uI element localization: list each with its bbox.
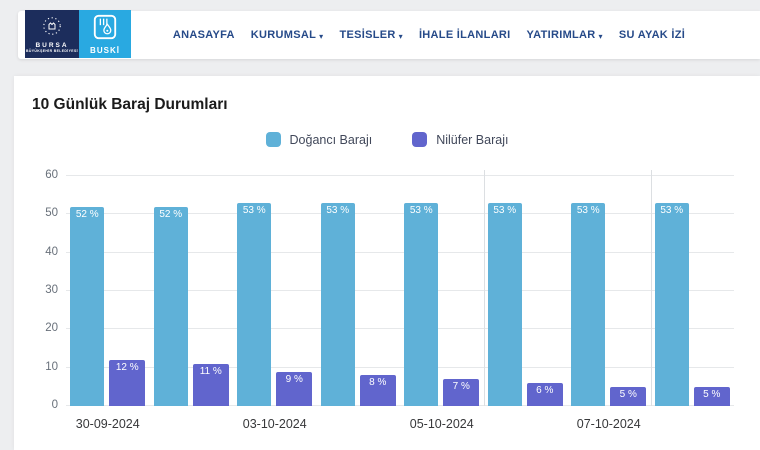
y-tick-label: 60 (45, 169, 58, 181)
nav-item-1[interactable]: KURUMSAL ▾ (251, 29, 324, 41)
buski-logo-text: BUSKİ (90, 45, 120, 55)
page-title: 10 Günlük Baraj Durumları (32, 96, 228, 113)
y-axis-labels: 0 10 20 30 40 50 60 (14, 169, 60, 411)
chevron-down-icon: ▾ (398, 31, 403, 41)
bar-value-label: 53 % (326, 204, 350, 216)
y-tick-label: 10 (45, 360, 58, 373)
legend-label: Doğancı Barajı (289, 132, 373, 147)
nilufer-bar-1[interactable]: 11 % (192, 363, 229, 406)
nav-item-label: YATIRIMLAR (526, 29, 596, 41)
bar-value-label: 12 % (115, 362, 139, 373)
bar-value-label: 52 % (159, 208, 183, 220)
chevron-down-icon: ▾ (319, 31, 324, 41)
x-tick-label: 07-10-2024 (576, 417, 641, 431)
bar-group-3: 53 % 8 % (317, 176, 401, 406)
bar-value-label: 6 % (536, 385, 554, 396)
bar-group-1: 52 % 11 % (150, 176, 234, 406)
header-logos: BURSA BÜYÜKŞEHİR BELEDİYESİ BUSKİ (25, 10, 131, 58)
y-tick-label: 40 (45, 245, 58, 258)
dogancı-bar-4[interactable]: 53 % (404, 202, 439, 406)
buski-water-drop-icon (92, 14, 118, 45)
nilufer-bar-0[interactable]: 12 % (109, 360, 146, 406)
nilufer-bar-5[interactable]: 6 % (526, 383, 563, 406)
y-tick-label: 0 (51, 399, 58, 411)
x-tick-label: 03-10-2024 (242, 417, 307, 431)
nilufer-bar-4[interactable]: 7 % (443, 379, 480, 406)
bar-value-label: 5 % (703, 388, 721, 400)
bar-value-label: 7 % (452, 381, 470, 393)
bar-group-4: 53 % 7 % (400, 176, 484, 406)
nav-item-4[interactable]: YATIRIMLAR ▾ (527, 29, 603, 41)
nav-item-label: İHALE İLANLARI (418, 29, 511, 41)
y-tick-label: 30 (45, 284, 58, 296)
buski-logo[interactable]: BUSKİ (79, 10, 131, 58)
x-tick-label: 05-10-2024 (409, 417, 474, 431)
dogancı-bar-3[interactable]: 53 % (320, 202, 355, 406)
h-gridline (66, 213, 734, 215)
content-card: 10 Günlük Baraj Durumları Doğancı Barajı… (14, 76, 760, 450)
nilufer-bar-6[interactable]: 5 % (610, 386, 647, 406)
bar-value-label: 11 % (199, 365, 222, 377)
nav-item-0[interactable]: ANASAYFA (173, 29, 235, 41)
bar-group-2: 53 % 9 % (233, 176, 317, 406)
h-gridline (66, 405, 734, 406)
x-tick-label: 30-09-2024 (75, 417, 140, 431)
y-tick-label: 20 (45, 322, 58, 335)
nav-item-label: ANASAYFA (172, 29, 235, 41)
chevron-down-icon: ▾ (598, 31, 603, 41)
dogancı-bar-1[interactable]: 52 % (153, 206, 188, 406)
bar-value-label: 53 % (409, 204, 433, 216)
h-gridline (66, 251, 734, 253)
nav-item-label: TESİSLER (339, 29, 396, 41)
nav-item-label: SU AYAK İZİ (618, 29, 686, 41)
nav-item-5[interactable]: SU AYAK İZİ (619, 29, 685, 41)
bar-value-label: 53 % (493, 204, 517, 216)
bar-group-7: 53 % 5 % (651, 176, 735, 406)
dogancı-bar-5[interactable]: 53 % (487, 202, 522, 406)
bar-group-6: 53 % 5 % (567, 176, 651, 406)
h-gridline (66, 366, 734, 368)
dogancı-bar-7[interactable]: 53 % (654, 202, 689, 406)
y-tick-label: 50 (45, 207, 58, 220)
bursa-logo-subtext: BÜYÜKŞEHİR BELEDİYESİ (26, 48, 78, 53)
dogancı-bar-0[interactable]: 52 % (70, 206, 105, 406)
dogancı-bar-2[interactable]: 53 % (237, 202, 272, 406)
legend-swatch-icon (265, 132, 281, 147)
legend-item-1[interactable]: Nilüfer Barajı (412, 132, 508, 147)
header: ANASAYFA KURUMSAL ▾ TESİSLER ▾ İHALE İLANLARI… (18, 11, 760, 59)
bar-group-5: 53 % 6 % (484, 176, 568, 406)
bar-value-label: 52 % (75, 208, 99, 220)
chart-legend: Doğancı Barajı Nilüfer Barajı (14, 132, 760, 147)
bar-value-label: 53 % (242, 204, 266, 216)
bar-group-0: 52 % 12 % (66, 176, 150, 406)
nav-item-label: KURUMSAL (250, 29, 317, 41)
legend-swatch-icon (412, 132, 428, 147)
bar-value-label: 9 % (285, 373, 303, 385)
dogancı-bar-6[interactable]: 53 % (571, 202, 606, 406)
legend-item-0[interactable]: Doğancı Barajı (265, 132, 373, 147)
h-gridline (66, 290, 734, 291)
h-gridline (66, 328, 734, 330)
bar-value-label: 5 % (619, 388, 637, 400)
bar-chart-plot-area: 52 % 12 % 52 % 11 % 53 % 9 % 53 % 8 % 53 % 7 % 53 … (66, 170, 735, 431)
nilufer-bar-7[interactable]: 5 % (693, 386, 730, 406)
nav-item-2[interactable]: TESİSLER ▾ (339, 29, 403, 41)
v-gridline (650, 170, 652, 406)
bursa-municipality-logo[interactable]: BURSA BÜYÜKŞEHİR BELEDİYESİ (25, 10, 79, 58)
bar-value-label: 53 % (576, 204, 600, 216)
legend-label: Nilüfer Barajı (436, 132, 509, 147)
nilufer-bar-3[interactable]: 8 % (359, 375, 396, 406)
bursa-emblem-icon (39, 16, 65, 41)
bar-value-label: 8 % (369, 377, 387, 389)
v-gridline (483, 170, 485, 406)
bar-value-label: 53 % (660, 204, 684, 216)
bursa-logo-text: BURSA (35, 41, 69, 49)
main-nav: ANASAYFA KURUMSAL ▾ TESİSLER ▾ İHALE İLANLARI… (18, 11, 760, 59)
nav-item-3[interactable]: İHALE İLANLARI (419, 29, 511, 41)
h-gridline (66, 175, 734, 176)
nilufer-bar-2[interactable]: 9 % (276, 371, 313, 406)
